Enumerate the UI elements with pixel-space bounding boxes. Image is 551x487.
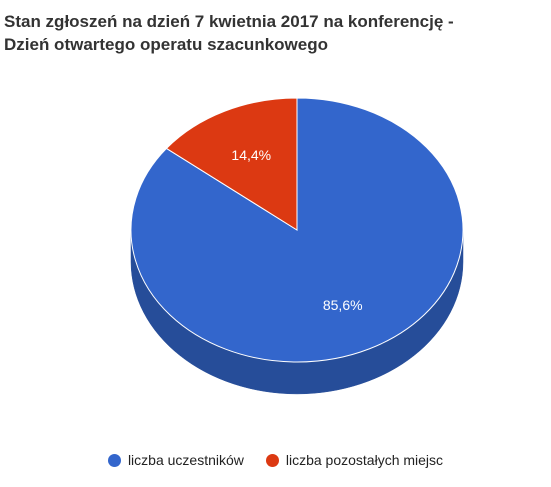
legend-label-participants: liczba uczestników — [127, 452, 244, 468]
chart-title-line-2: Dzień otwartego operatu szacunkowego — [4, 35, 328, 54]
chart-title-line-1: Stan zgłoszeń na dzień 7 kwietnia 2017 n… — [4, 12, 454, 31]
slice-label-0: 85,6% — [323, 297, 363, 313]
legend: liczba uczestników liczba pozostałych mi… — [0, 452, 551, 468]
legend-swatch-participants — [107, 453, 121, 467]
legend-item-remaining[interactable]: liczba pozostałych miejsc — [265, 452, 444, 468]
legend-label-remaining: liczba pozostałych miejsc — [285, 452, 444, 468]
legend-item-participants[interactable]: liczba uczestników — [107, 452, 244, 468]
chart-title: Stan zgłoszeń na dzień 7 kwietnia 2017 n… — [4, 10, 549, 56]
pie-slice-1 — [165, 97, 298, 231]
slice-label-1: 14,4% — [231, 147, 271, 163]
legend-swatch-remaining — [265, 453, 279, 467]
